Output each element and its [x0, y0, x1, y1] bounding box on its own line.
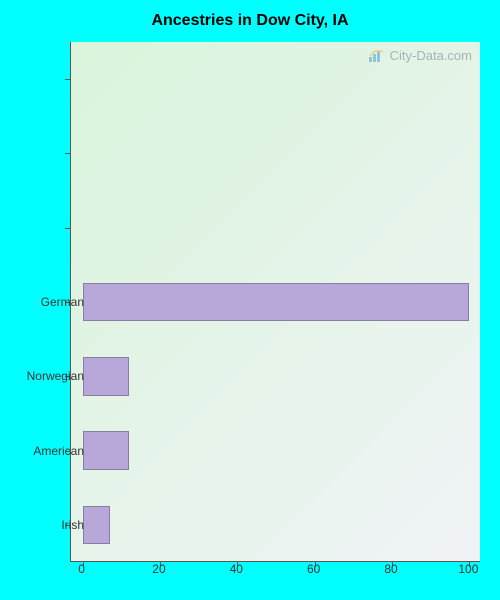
watermark: City-Data.com [368, 48, 472, 63]
x-axis-label: 80 [384, 562, 397, 576]
y-axis-label: Irish [61, 518, 84, 532]
bar [83, 431, 129, 470]
y-tick [65, 153, 71, 154]
x-axis-label: 100 [458, 562, 478, 576]
chart-container: Ancestries in Dow City, IA City-Data.com… [0, 0, 500, 600]
plot-area: City-Data.com [70, 42, 480, 562]
watermark-icon [368, 49, 386, 63]
x-axis-label: 40 [230, 562, 243, 576]
y-tick [65, 79, 71, 80]
bar [83, 283, 470, 322]
x-axis-label: 60 [307, 562, 320, 576]
x-axis-labels: 0 20 40 60 80 100 [70, 562, 480, 582]
watermark-text: City-Data.com [390, 48, 472, 63]
y-axis-label: American [33, 444, 84, 458]
bar [83, 357, 129, 396]
bar [83, 506, 110, 545]
chart-title: Ancestries in Dow City, IA [0, 12, 500, 30]
y-axis-label: German [41, 295, 84, 309]
x-axis-label: 0 [78, 562, 85, 576]
x-axis-label: 20 [152, 562, 165, 576]
y-tick [65, 228, 71, 229]
y-axis-label: Norwegian [27, 369, 84, 383]
